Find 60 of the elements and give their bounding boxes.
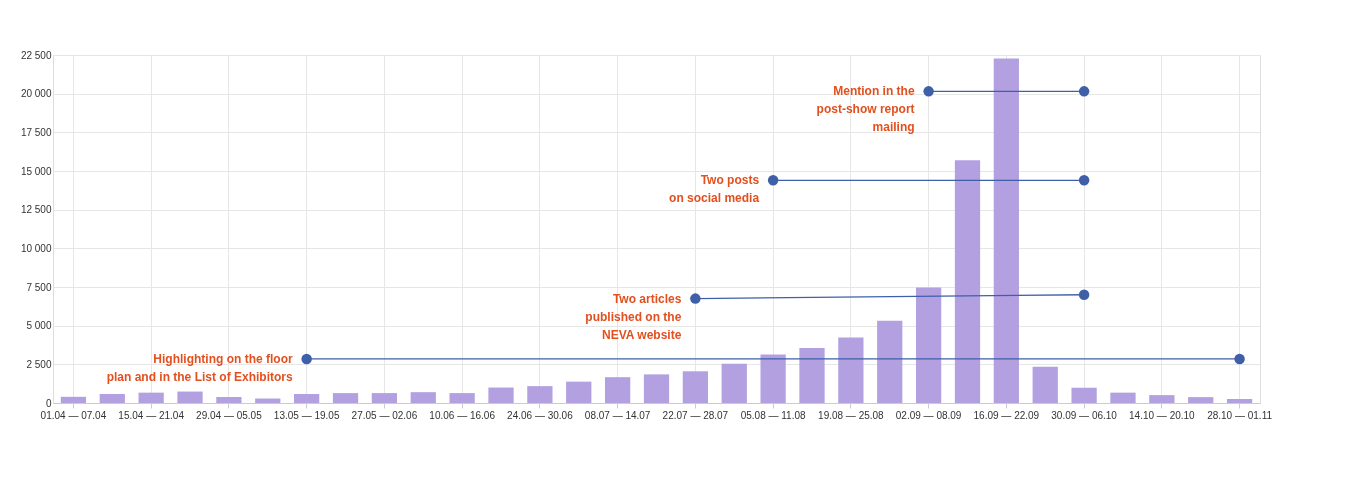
x-tick-label: 16.09 — 22.09 [973, 409, 1040, 421]
bar [643, 374, 670, 403]
bar [1110, 392, 1136, 403]
bar [410, 392, 436, 403]
x-tick-label: 30.09 — 06.10 [1051, 409, 1118, 421]
y-tick-label: 15 000 [20, 165, 52, 177]
y-tick-label: 20 000 [20, 88, 52, 100]
bar [332, 393, 359, 403]
x-tick-label: 22.07 — 28.07 [662, 409, 729, 421]
y-tick-label: 22 500 [20, 49, 52, 61]
annotation: Highlighting on the floor plan and in the List of Exhibitors [106, 351, 293, 384]
bar [488, 387, 514, 403]
x-tick-label: 15.04 — 21.04 [118, 409, 185, 421]
bar [915, 287, 942, 403]
y-tick-label: 12 500 [20, 204, 52, 216]
bar [99, 394, 125, 403]
bar [1149, 395, 1175, 403]
x-tick-label: 24.06 — 30.06 [507, 409, 574, 421]
y-tick-label: 2 500 [26, 358, 52, 370]
bar [838, 337, 864, 403]
bar [1071, 387, 1097, 403]
y-tick-label: 17 500 [20, 126, 52, 138]
y-tick-label: 5 000 [26, 320, 52, 332]
bar [216, 397, 242, 403]
x-tick-label: 13.05 — 19.05 [273, 409, 340, 421]
bar [760, 354, 786, 403]
y-tick-label: 10 000 [20, 242, 52, 254]
bar [527, 386, 553, 403]
bar [682, 371, 709, 403]
bar [799, 347, 825, 403]
bar [721, 363, 747, 403]
x-tick-label: 29.04 — 05.05 [196, 409, 263, 421]
x-tick-label: 28.10 — 01.11 [1207, 409, 1273, 421]
bar [449, 393, 475, 403]
bar [993, 58, 1019, 403]
y-tick-label: 0 [45, 397, 52, 409]
bar [1032, 366, 1058, 403]
x-tick-label: 10.06 — 16.06 [429, 409, 496, 421]
x-tick-label: 02.09 — 08.09 [895, 409, 962, 421]
annotation: Mention in the post-show report mailing [816, 84, 915, 135]
bar [604, 377, 631, 403]
annotation: Two articles published on the NEVA website [585, 291, 682, 342]
bar [1188, 397, 1214, 403]
x-tick-label: 01.04 — 07.04 [40, 409, 107, 421]
x-tick-label: 19.08 — 25.08 [818, 409, 885, 421]
x-tick-label: 14.10 — 20.10 [1129, 409, 1196, 421]
bar [138, 392, 164, 403]
bar [877, 320, 903, 403]
bar [1226, 398, 1253, 403]
bar [294, 394, 320, 403]
bar [60, 396, 87, 403]
annotation: Two posts on social media [669, 173, 760, 206]
x-tick-label: 08.07 — 14.07 [584, 409, 651, 421]
y-tick-label: 7 500 [26, 281, 52, 293]
bar [566, 381, 592, 403]
bar [177, 391, 203, 403]
x-tick-label: 27.05 — 02.06 [351, 409, 418, 421]
x-tick-label: 05.08 — 11.08 [740, 409, 806, 421]
bar [371, 393, 398, 403]
bar [954, 160, 981, 403]
